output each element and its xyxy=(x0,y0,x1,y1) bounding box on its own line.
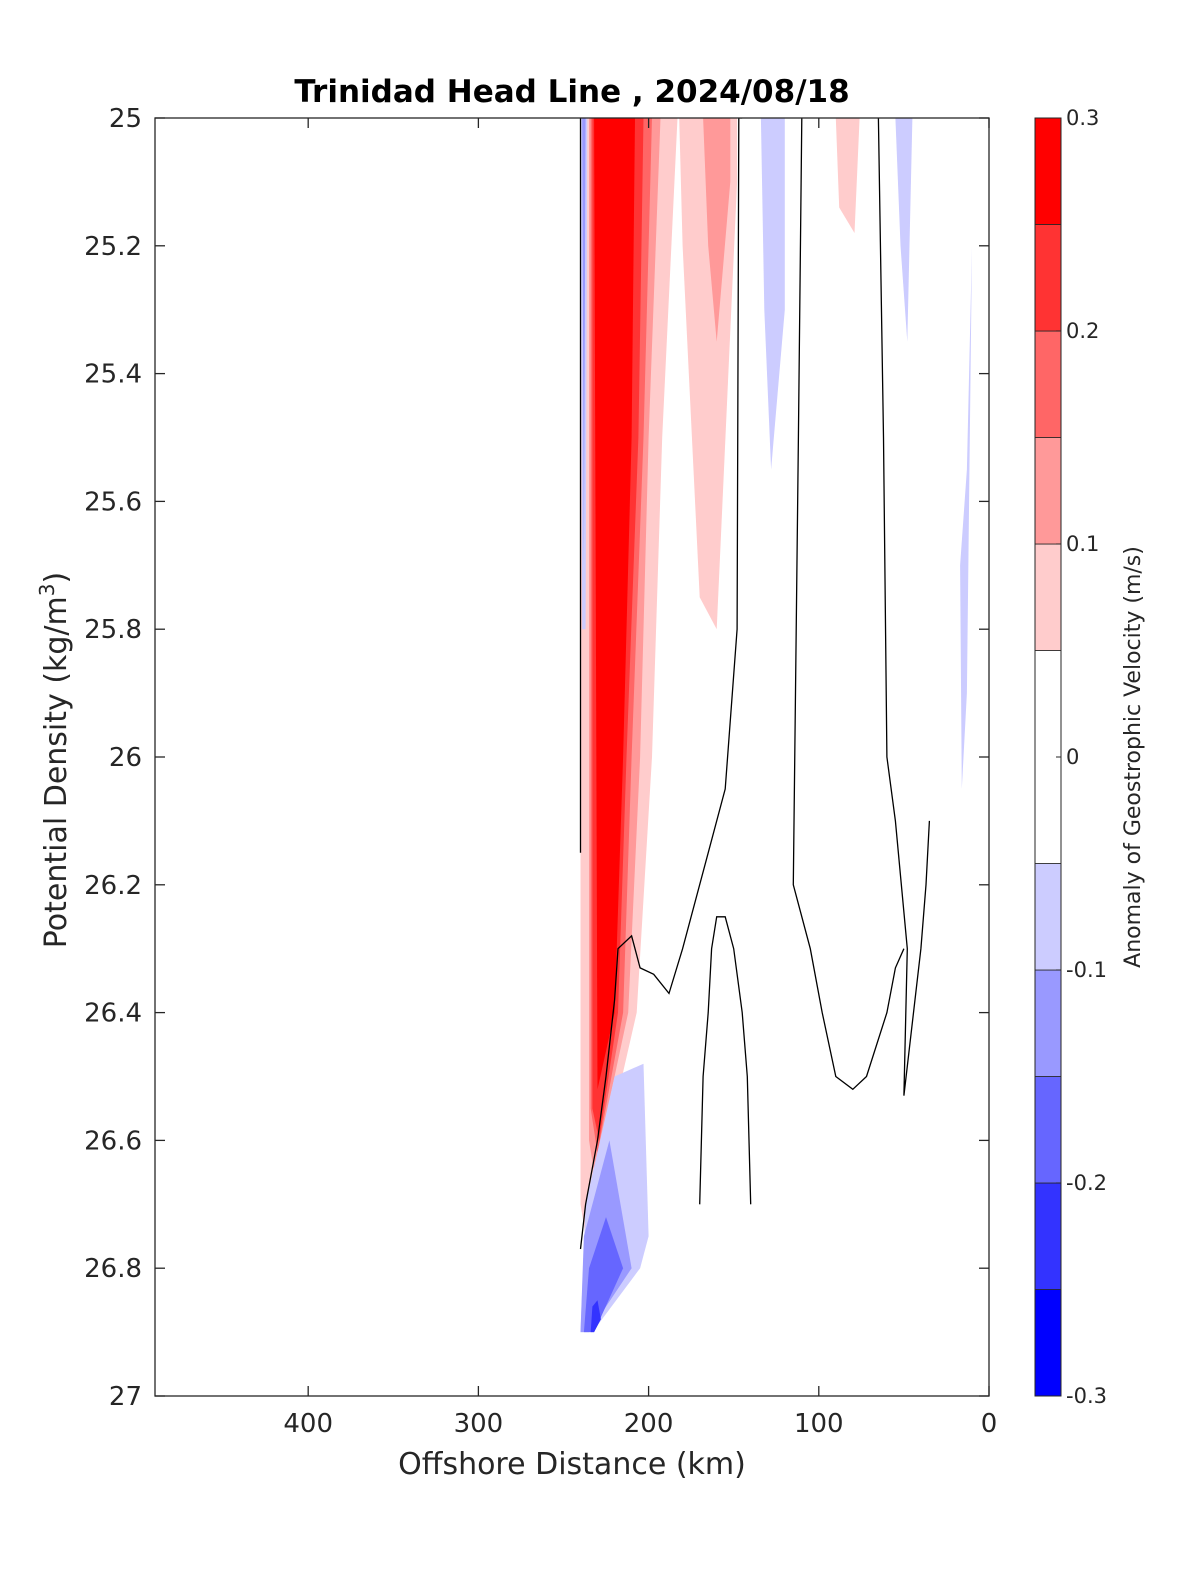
colorbar-tick-label: 0 xyxy=(1066,745,1079,769)
colorbar-block xyxy=(1034,437,1062,545)
contour-region-9 xyxy=(895,118,913,342)
colorbar-block xyxy=(1034,1289,1062,1397)
colorbar-block xyxy=(1034,224,1062,332)
zero-contour-4 xyxy=(877,118,931,1096)
x-tick-label: 100 xyxy=(794,1409,844,1439)
x-tick-label: 0 xyxy=(981,1409,998,1439)
contour-region-15 xyxy=(583,1217,624,1333)
y-tick-label: 25.8 xyxy=(84,615,142,645)
contour-region-6 xyxy=(703,118,731,342)
contour-region-12 xyxy=(582,118,586,566)
x-tick-label: 300 xyxy=(454,1409,504,1439)
colorbar-label: Anomaly of Geostrophic Velocity (m/s) xyxy=(1121,546,1146,968)
zero-contour-2 xyxy=(699,916,752,1205)
contour-region-7 xyxy=(835,118,860,233)
y-tick-label: 26.4 xyxy=(84,999,142,1029)
colorbar-tick-label: -0.2 xyxy=(1066,1171,1107,1195)
colorbar-blocks xyxy=(1034,117,1062,1397)
colorbar-tick-label: 0.3 xyxy=(1066,106,1099,130)
y-tick-label: 27 xyxy=(109,1382,142,1412)
y-tick-label: 25 xyxy=(109,104,142,134)
y-tick-label: 25.4 xyxy=(84,360,142,390)
colorbar-block xyxy=(1034,543,1062,651)
colorbar-block xyxy=(1034,969,1062,1077)
contour-region-10 xyxy=(960,245,972,790)
colorbar: 0.3 0.2 0.1 0 -0.1 -0.2 -0.3 xyxy=(1034,106,1107,1408)
y-axis-ticks: 25 25.2 25.4 25.6 25.8 26 26.2 26.4 26.6 26.8 27 xyxy=(84,104,989,1412)
x-axis-label: Offshore Distance (km) xyxy=(398,1447,746,1482)
plot-area: 400 300 200 100 0 25 25.2 25.4 25.6 25.8 26 26.2 26… xyxy=(84,104,997,1439)
y-tick-label: 26.6 xyxy=(84,1126,142,1156)
colorbar-block xyxy=(1034,1076,1062,1184)
colorbar-tick-label: -0.1 xyxy=(1066,958,1107,982)
colorbar-block xyxy=(1034,863,1062,971)
zero-contour-1 xyxy=(579,118,743,1250)
y-tick-label: 25.6 xyxy=(84,487,142,517)
colorbar-ticks: 0.3 0.2 0.1 0 -0.1 -0.2 -0.3 xyxy=(1056,106,1107,1408)
colorbar-block xyxy=(1034,1182,1062,1290)
plot-background xyxy=(155,118,989,1396)
colorbar-tick-label: -0.3 xyxy=(1066,1384,1107,1408)
x-tick-label: 200 xyxy=(624,1409,674,1439)
colorbar-tick-label: 0.1 xyxy=(1066,532,1099,556)
y-axis-label-close: ) xyxy=(39,572,74,584)
colorbar-block xyxy=(1034,117,1062,225)
contour-region-16 xyxy=(590,1300,601,1333)
x-axis-ticks: 400 300 200 100 0 xyxy=(283,118,997,1439)
colorbar-block xyxy=(1034,330,1062,438)
y-axis-label: Potential Density (kg/m3) xyxy=(35,572,74,948)
contour-region-4 xyxy=(594,118,635,1090)
filled-contours xyxy=(580,118,972,1333)
chart-title: Trinidad Head Line , 2024/08/18 xyxy=(294,74,849,110)
y-axis-label-superscript: 3 xyxy=(35,583,59,596)
y-tick-label: 25.2 xyxy=(84,232,142,262)
x-tick-label: 400 xyxy=(283,1409,333,1439)
y-tick-label: 26.2 xyxy=(84,871,142,901)
y-axis-label-text: Potential Density (kg/m xyxy=(39,596,74,948)
colorbar-tick-label: 0.2 xyxy=(1066,319,1099,343)
y-tick-label: 26 xyxy=(109,743,142,773)
y-tick-label: 26.8 xyxy=(84,1254,142,1284)
zero-contour-lines xyxy=(579,118,931,1250)
zero-contour-3 xyxy=(792,118,905,1091)
contour-region-8 xyxy=(760,118,785,470)
